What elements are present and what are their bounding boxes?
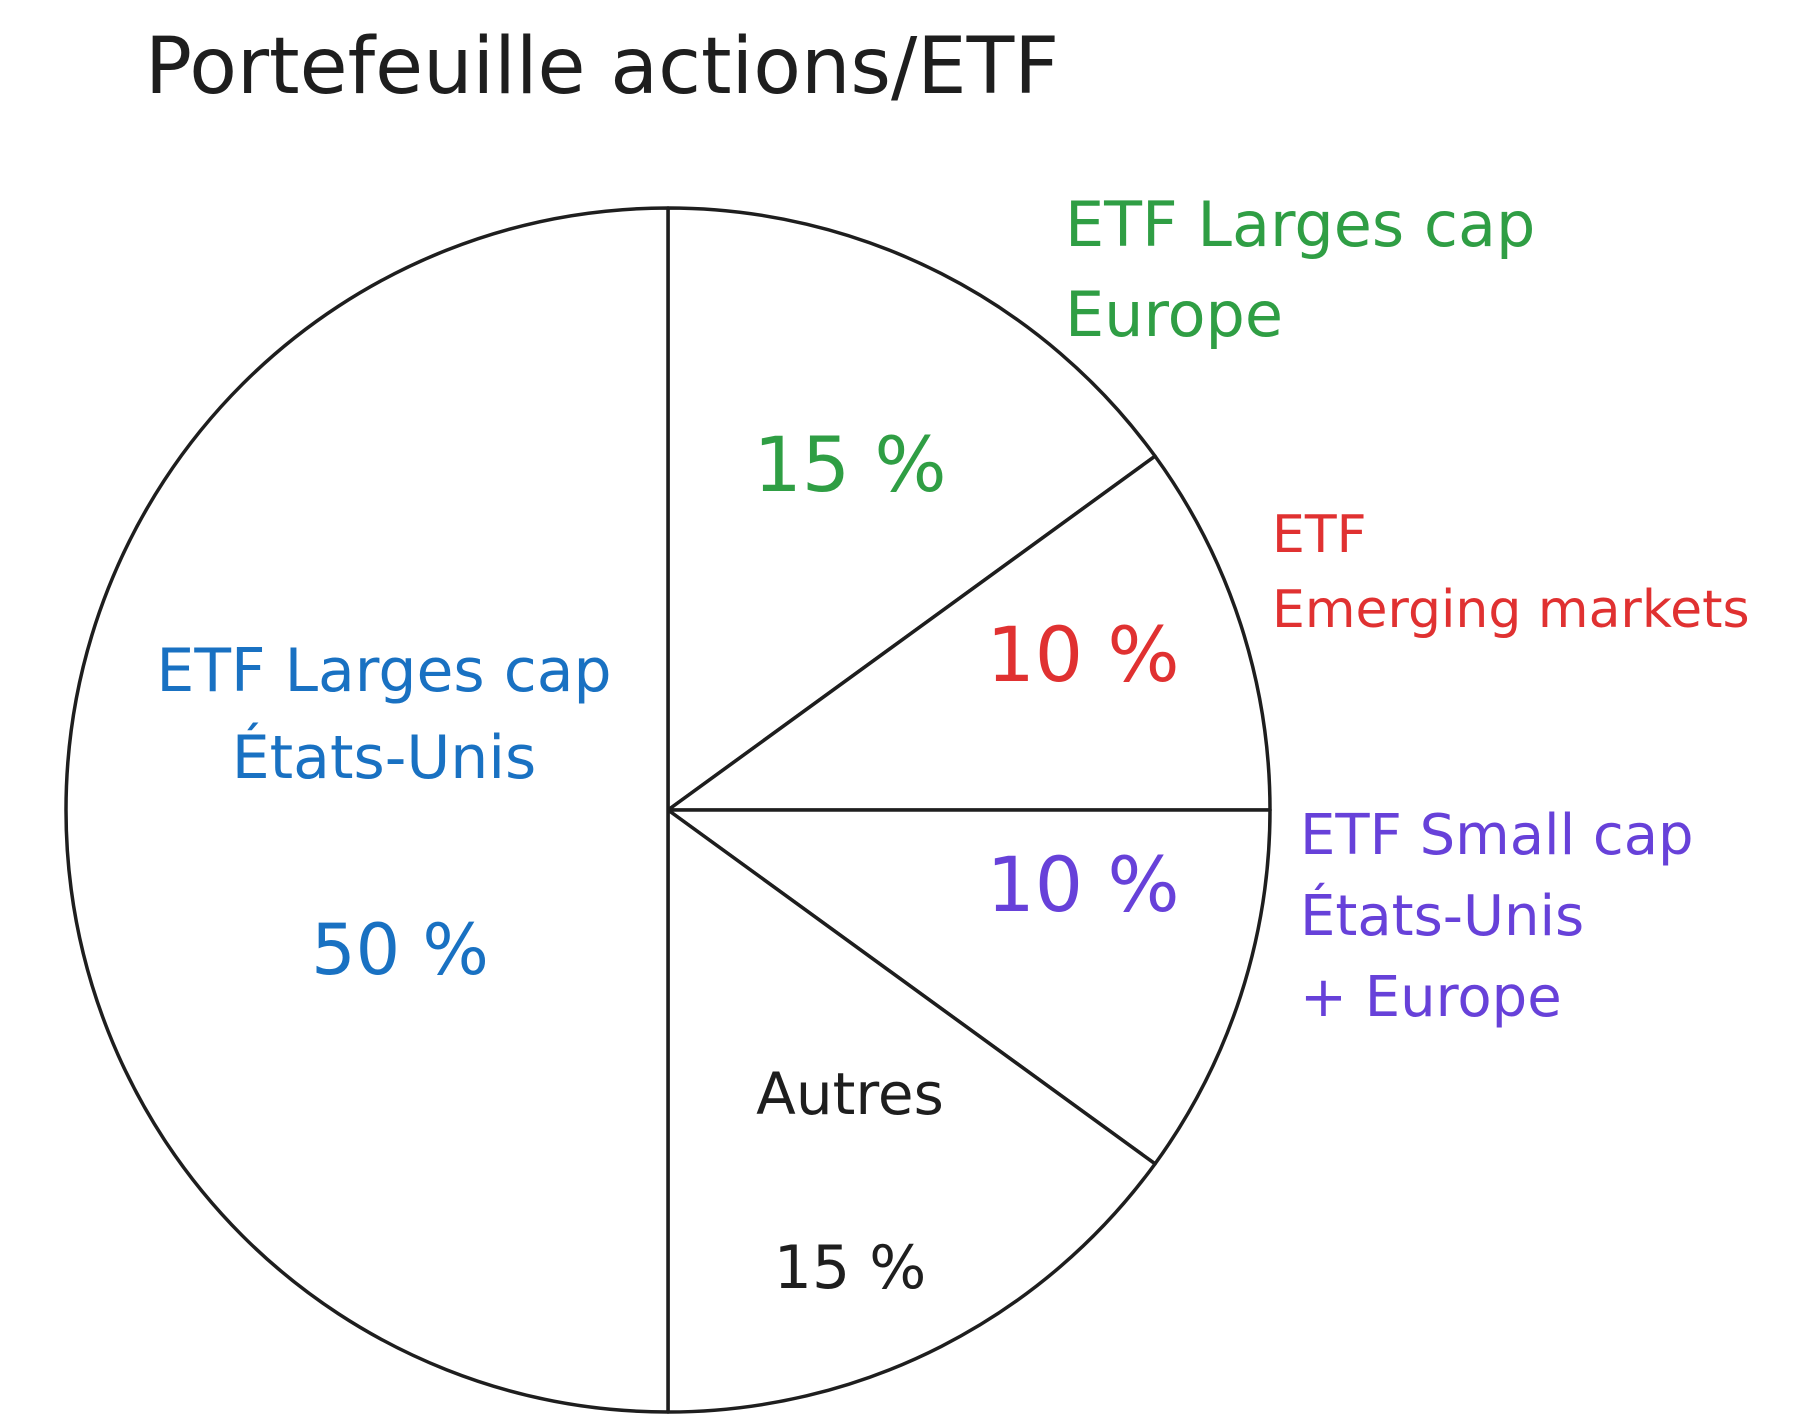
pie-slice [666, 808, 1272, 1166]
pie-slice [666, 808, 1157, 1414]
pie-slice [666, 206, 1157, 812]
pie-slice [666, 454, 1272, 812]
pie-slice [64, 206, 670, 1414]
category-label: ETF Small cap États-Unis + Europe [1300, 803, 1694, 1031]
category-label: ETF Larges cap États-Unis [156, 636, 612, 793]
chart-title: Portefeuille actions/ETF [145, 22, 1060, 112]
value-label: 15 % [753, 420, 947, 509]
category-label: ETF Emerging markets [1272, 505, 1750, 641]
value-label: 50 % [311, 909, 489, 991]
value-label: 10 % [986, 840, 1180, 929]
value-label: 15 % [773, 1233, 927, 1303]
category-label: ETF Larges cap Europe [1065, 188, 1536, 351]
value-label: 10 % [986, 610, 1180, 699]
category-label: Autres [756, 1060, 944, 1128]
